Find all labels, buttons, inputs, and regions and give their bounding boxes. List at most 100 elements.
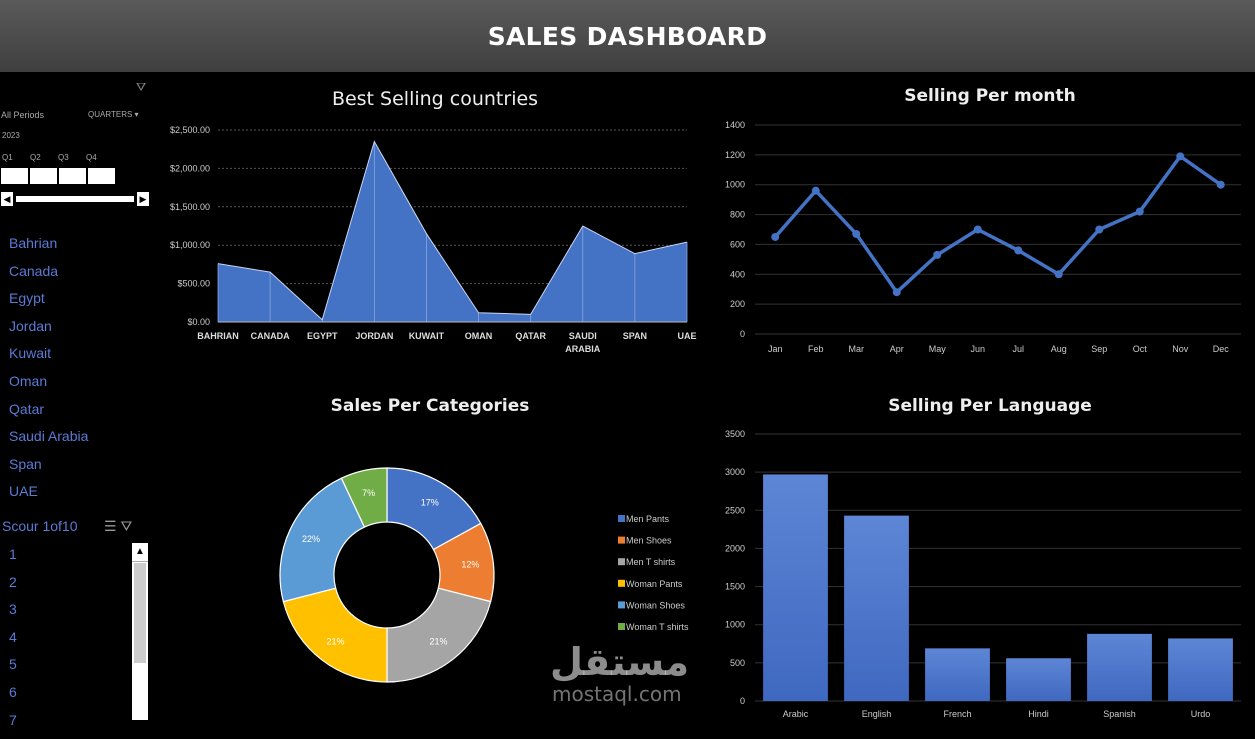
- slice-value-label: 12%: [461, 559, 479, 569]
- categories-donut-chart: 17% 12% 21% 21% 22% 7% Men Pants Men Shoes Men T…: [279, 467, 689, 683]
- y-tick-label: $500.00: [177, 279, 210, 289]
- slice-value-label: 7%: [362, 488, 375, 498]
- score-slicer-item[interactable]: 5: [9, 656, 17, 673]
- bar: [763, 474, 828, 701]
- quarter-tile[interactable]: [88, 168, 115, 184]
- slice-value-label: 21%: [429, 636, 447, 646]
- quarter-label: Q2: [30, 153, 41, 162]
- country-slicer-item[interactable]: Egypt: [9, 290, 45, 307]
- country-slicer-item[interactable]: UAE: [9, 483, 38, 500]
- multi-select-icon[interactable]: ☰: [104, 518, 117, 534]
- country-slicer-item[interactable]: Qatar: [9, 400, 45, 417]
- scroll-thumb[interactable]: [134, 563, 146, 663]
- x-tick-label: Hindi: [1028, 709, 1049, 719]
- slice-value-label: 17%: [421, 498, 439, 508]
- y-tick-label: 1400: [725, 120, 745, 130]
- line-point: [1054, 270, 1063, 279]
- legend-swatch: [618, 601, 625, 609]
- slicer-scrollbar[interactable]: ▲: [132, 543, 148, 720]
- bar: [1006, 658, 1071, 701]
- score-slicer-item[interactable]: 1: [9, 546, 17, 562]
- y-tick-label: 1500: [725, 582, 745, 592]
- y-tick-label: 3500: [725, 429, 745, 439]
- line-point: [973, 225, 982, 234]
- line-point: [852, 229, 861, 238]
- clear-filter-icon[interactable]: ⛛: [120, 518, 133, 534]
- clear-filter-icon[interactable]: ⛛: [136, 80, 147, 94]
- line-point: [771, 232, 780, 241]
- x-tick-label: SPAN: [623, 331, 647, 341]
- x-tick-label: Spanish: [1103, 709, 1136, 719]
- legend-swatch: [618, 558, 625, 566]
- y-tick-label: $0.00: [187, 317, 210, 327]
- timeline-period-label: All Periods: [1, 110, 45, 120]
- area-outline: [217, 140, 688, 321]
- line-point: [1216, 180, 1225, 189]
- legend-swatch: [618, 515, 625, 522]
- x-tick-label: CANADA: [251, 331, 290, 341]
- scroll-right-button[interactable]: ▶: [137, 192, 149, 206]
- score-slicer-item[interactable]: 3: [9, 601, 17, 618]
- donut-slice: [340, 467, 388, 528]
- score-slicer-item[interactable]: 4: [9, 628, 17, 645]
- quarter-labels: Q1 Q2 Q3 Q4: [2, 153, 114, 162]
- scroll-track[interactable]: [16, 196, 134, 202]
- x-tick-label: UAE: [677, 331, 696, 341]
- dashboard-title: SALES DASHBOARD: [487, 21, 768, 51]
- line-series: [773, 153, 1222, 295]
- quarter-tile[interactable]: [59, 168, 86, 184]
- legend-swatch: [618, 623, 625, 630]
- slicer-toolbar: ☰ ⛛: [104, 518, 132, 535]
- timeline-scrollbar[interactable]: ◀ ▶: [1, 192, 149, 206]
- language-chart-title: Selling Per Language: [888, 396, 1092, 416]
- month-chart-title: Selling Per month: [904, 86, 1076, 106]
- x-tick-label: Oct: [1133, 344, 1148, 354]
- scroll-up-button[interactable]: ▲: [132, 543, 148, 562]
- score-slicer-title: Scour 1of10: [2, 518, 78, 534]
- legend-label: Woman Pants: [626, 579, 683, 589]
- score-slicer-item[interactable]: 2: [9, 573, 17, 590]
- bar: [844, 515, 909, 701]
- x-tick-label: Feb: [808, 344, 824, 354]
- y-tick-label: 500: [730, 658, 745, 668]
- language-bar-chart: 0 500 1000 1500 2000 2500 3000 3500 Arabic Englis…: [725, 429, 1241, 719]
- y-tick-label: 600: [730, 239, 745, 249]
- y-tick-label: 800: [730, 210, 745, 220]
- x-tick-label: Jan: [768, 344, 783, 354]
- country-slicer-item[interactable]: Kuwait: [9, 345, 52, 362]
- country-slicer-item[interactable]: Canada: [9, 262, 59, 279]
- y-tick-label: 1000: [725, 620, 745, 630]
- y-tick-label: 200: [730, 299, 745, 309]
- x-tick-label: OMAN: [465, 331, 493, 341]
- country-slicer-item[interactable]: Saudi Arabia: [9, 428, 89, 445]
- country-slicer-item[interactable]: Jordan: [9, 317, 52, 334]
- y-tick-label: 1000: [725, 180, 745, 190]
- x-tick-label: Jun: [970, 344, 985, 354]
- score-slicer-item[interactable]: 6: [9, 683, 17, 700]
- country-slicer-item[interactable]: Span: [9, 455, 42, 472]
- scroll-left-button[interactable]: ◀: [1, 192, 13, 206]
- legend-swatch: [618, 579, 625, 587]
- x-tick-label: Aug: [1051, 344, 1067, 354]
- quarter-label: Q3: [58, 153, 69, 162]
- line-point: [1095, 225, 1104, 234]
- dashboard-header: SALES DASHBOARD: [0, 0, 1255, 72]
- quarter-tiles: [1, 168, 115, 184]
- x-tick-label: KUWAIT: [409, 331, 445, 341]
- country-slicer-item[interactable]: Oman: [9, 372, 48, 389]
- y-tick-label: 400: [730, 269, 745, 279]
- quarter-tile[interactable]: [1, 168, 28, 184]
- x-tick-label: Mar: [849, 344, 865, 354]
- x-tick-label: English: [862, 709, 892, 719]
- timeline-level-dropdown[interactable]: QUARTERS ▾: [88, 110, 139, 119]
- country-slicer-item[interactable]: Bahrian: [9, 235, 58, 251]
- score-slicer-item[interactable]: 7: [9, 711, 17, 728]
- legend-label: Woman T shirts: [626, 622, 689, 632]
- legend-label: Men Pants: [626, 514, 670, 524]
- quarter-tile[interactable]: [30, 168, 57, 184]
- bar: [1168, 638, 1233, 701]
- line-point: [933, 250, 942, 259]
- legend-label: Woman Shoes: [626, 600, 685, 610]
- y-tick-label: $1,000.00: [170, 240, 210, 250]
- timeline-year: 2023: [2, 131, 20, 140]
